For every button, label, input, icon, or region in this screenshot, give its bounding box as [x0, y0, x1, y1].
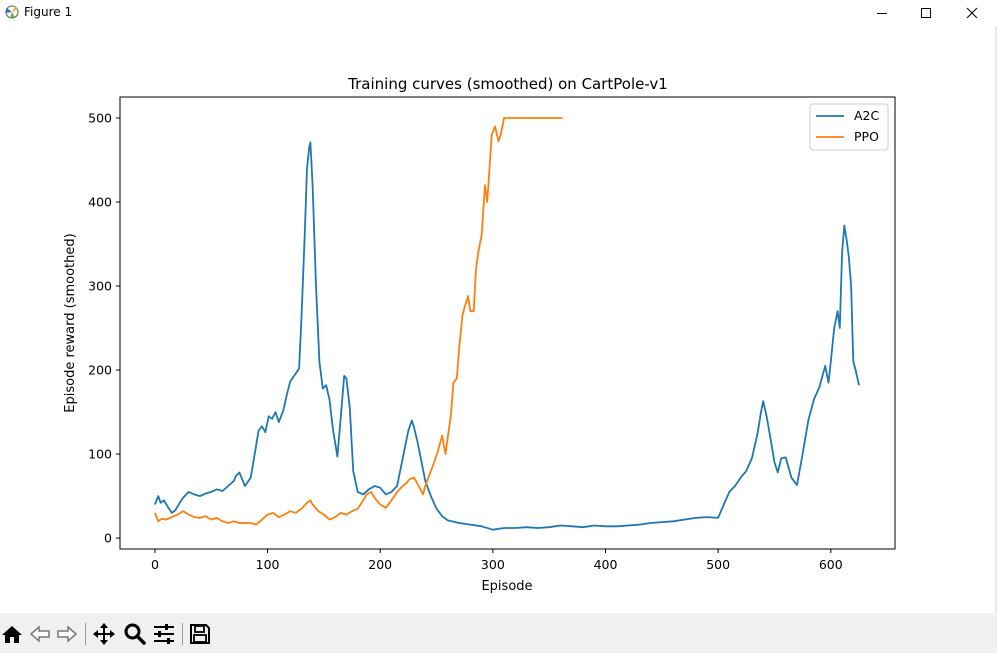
save-button[interactable]	[188, 622, 212, 646]
navigation-toolbar	[0, 613, 997, 653]
legend-label-ppo: PPO	[854, 129, 879, 144]
pan-button[interactable]	[92, 622, 116, 646]
zoom-icon	[124, 623, 146, 645]
home-icon	[2, 626, 22, 643]
pan-icon	[93, 623, 115, 645]
toolbar-separator	[182, 623, 183, 645]
window-title: Figure 1	[24, 5, 73, 19]
x-tick-label: 400	[594, 557, 618, 572]
configure-subplots-icon	[154, 624, 174, 644]
configure-subplots-button[interactable]	[152, 622, 176, 646]
y-tick-label: 400	[88, 195, 112, 210]
legend-label-a2c: A2C	[854, 108, 880, 123]
minimize-icon	[877, 13, 887, 14]
right-edge-strip	[995, 26, 997, 613]
toolbar-separator	[85, 623, 86, 645]
series-lines	[154, 117, 860, 531]
y-tick-label: 300	[88, 279, 112, 294]
forward-button[interactable]	[55, 622, 79, 646]
y-axis-label: Episode reward (smoothed)	[63, 233, 78, 412]
close-icon	[966, 7, 978, 19]
back-button[interactable]	[28, 622, 52, 646]
matplotlib-app-icon	[5, 5, 19, 19]
y-tick-label: 100	[88, 447, 112, 462]
maximize-button[interactable]	[903, 0, 949, 26]
zoom-button[interactable]	[123, 622, 147, 646]
maximize-icon	[921, 8, 931, 18]
chart: Training curves (smoothed) on CartPole-v…	[63, 75, 896, 594]
series-line-ppo	[154, 117, 563, 526]
y-tick-label: 0	[104, 531, 112, 546]
x-tick-label: 200	[368, 557, 392, 572]
x-tick-label: 100	[256, 557, 280, 572]
y-tick-label: 200	[88, 363, 112, 378]
x-tick-label: 300	[481, 557, 505, 572]
back-arrow-icon	[29, 625, 50, 643]
chart-title: Training curves (smoothed) on CartPole-v…	[347, 75, 668, 93]
y-tick-label: 500	[88, 111, 112, 126]
title-bar: Figure 1	[0, 0, 997, 26]
legend: A2C PPO	[809, 103, 889, 151]
series-line-a2c	[154, 141, 860, 531]
minimize-button[interactable]	[859, 0, 905, 26]
x-ticks: 0 100 200 300 400 500 600	[151, 549, 843, 572]
figure-canvas[interactable]: Training curves (smoothed) on CartPole-v…	[0, 26, 997, 613]
x-tick-label: 0	[151, 557, 159, 572]
axes-frame	[119, 96, 896, 550]
x-axis-label: Episode	[481, 579, 532, 594]
save-icon	[190, 624, 210, 644]
forward-arrow-icon	[57, 625, 78, 643]
close-button[interactable]	[949, 0, 995, 26]
y-ticks: 0 100 200 300 400 500	[88, 111, 120, 546]
home-button[interactable]	[0, 622, 24, 646]
x-tick-label: 600	[819, 557, 843, 572]
x-tick-label: 500	[706, 557, 730, 572]
